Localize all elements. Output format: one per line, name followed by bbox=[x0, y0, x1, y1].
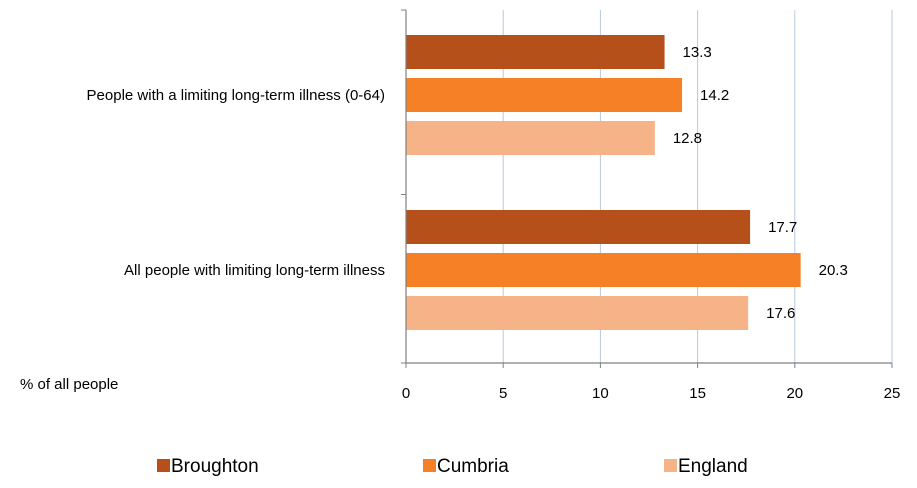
legend-label: England bbox=[678, 456, 748, 477]
x-tick-label: 10 bbox=[592, 385, 609, 402]
data-label: 13.3 bbox=[683, 44, 712, 61]
x-tick-label: 25 bbox=[884, 385, 901, 402]
x-tick-label: 15 bbox=[689, 385, 706, 402]
category-label: People with a limiting long-term illness… bbox=[87, 87, 385, 104]
legend-swatch bbox=[423, 459, 436, 472]
x-tick-label: 5 bbox=[499, 385, 507, 402]
legend-label: Cumbria bbox=[437, 456, 509, 477]
axes: 0 5 10 15 20 25 bbox=[401, 9, 901, 402]
x-tick-label: 0 bbox=[402, 385, 410, 402]
bar bbox=[406, 296, 749, 330]
bar bbox=[406, 121, 655, 155]
bar bbox=[406, 210, 751, 244]
x-axis-title: % of all people bbox=[20, 376, 118, 393]
data-label: 12.8 bbox=[673, 130, 702, 147]
bars bbox=[406, 35, 801, 330]
category-label: All people with limiting long-term illne… bbox=[124, 262, 385, 279]
x-tick-label: 20 bbox=[786, 385, 803, 402]
labels: People with a limiting long-term illness… bbox=[87, 44, 848, 322]
data-label: 14.2 bbox=[700, 87, 729, 104]
bar bbox=[406, 78, 683, 112]
data-label: 20.3 bbox=[819, 262, 848, 279]
bar bbox=[406, 253, 801, 287]
bar bbox=[406, 35, 665, 69]
legend-label: Broughton bbox=[171, 456, 259, 477]
data-label: 17.6 bbox=[766, 305, 795, 322]
legend-swatch bbox=[664, 459, 677, 472]
data-label: 17.7 bbox=[768, 219, 797, 236]
legend-swatch bbox=[157, 459, 170, 472]
legend: Broughton Cumbria England bbox=[157, 456, 748, 477]
